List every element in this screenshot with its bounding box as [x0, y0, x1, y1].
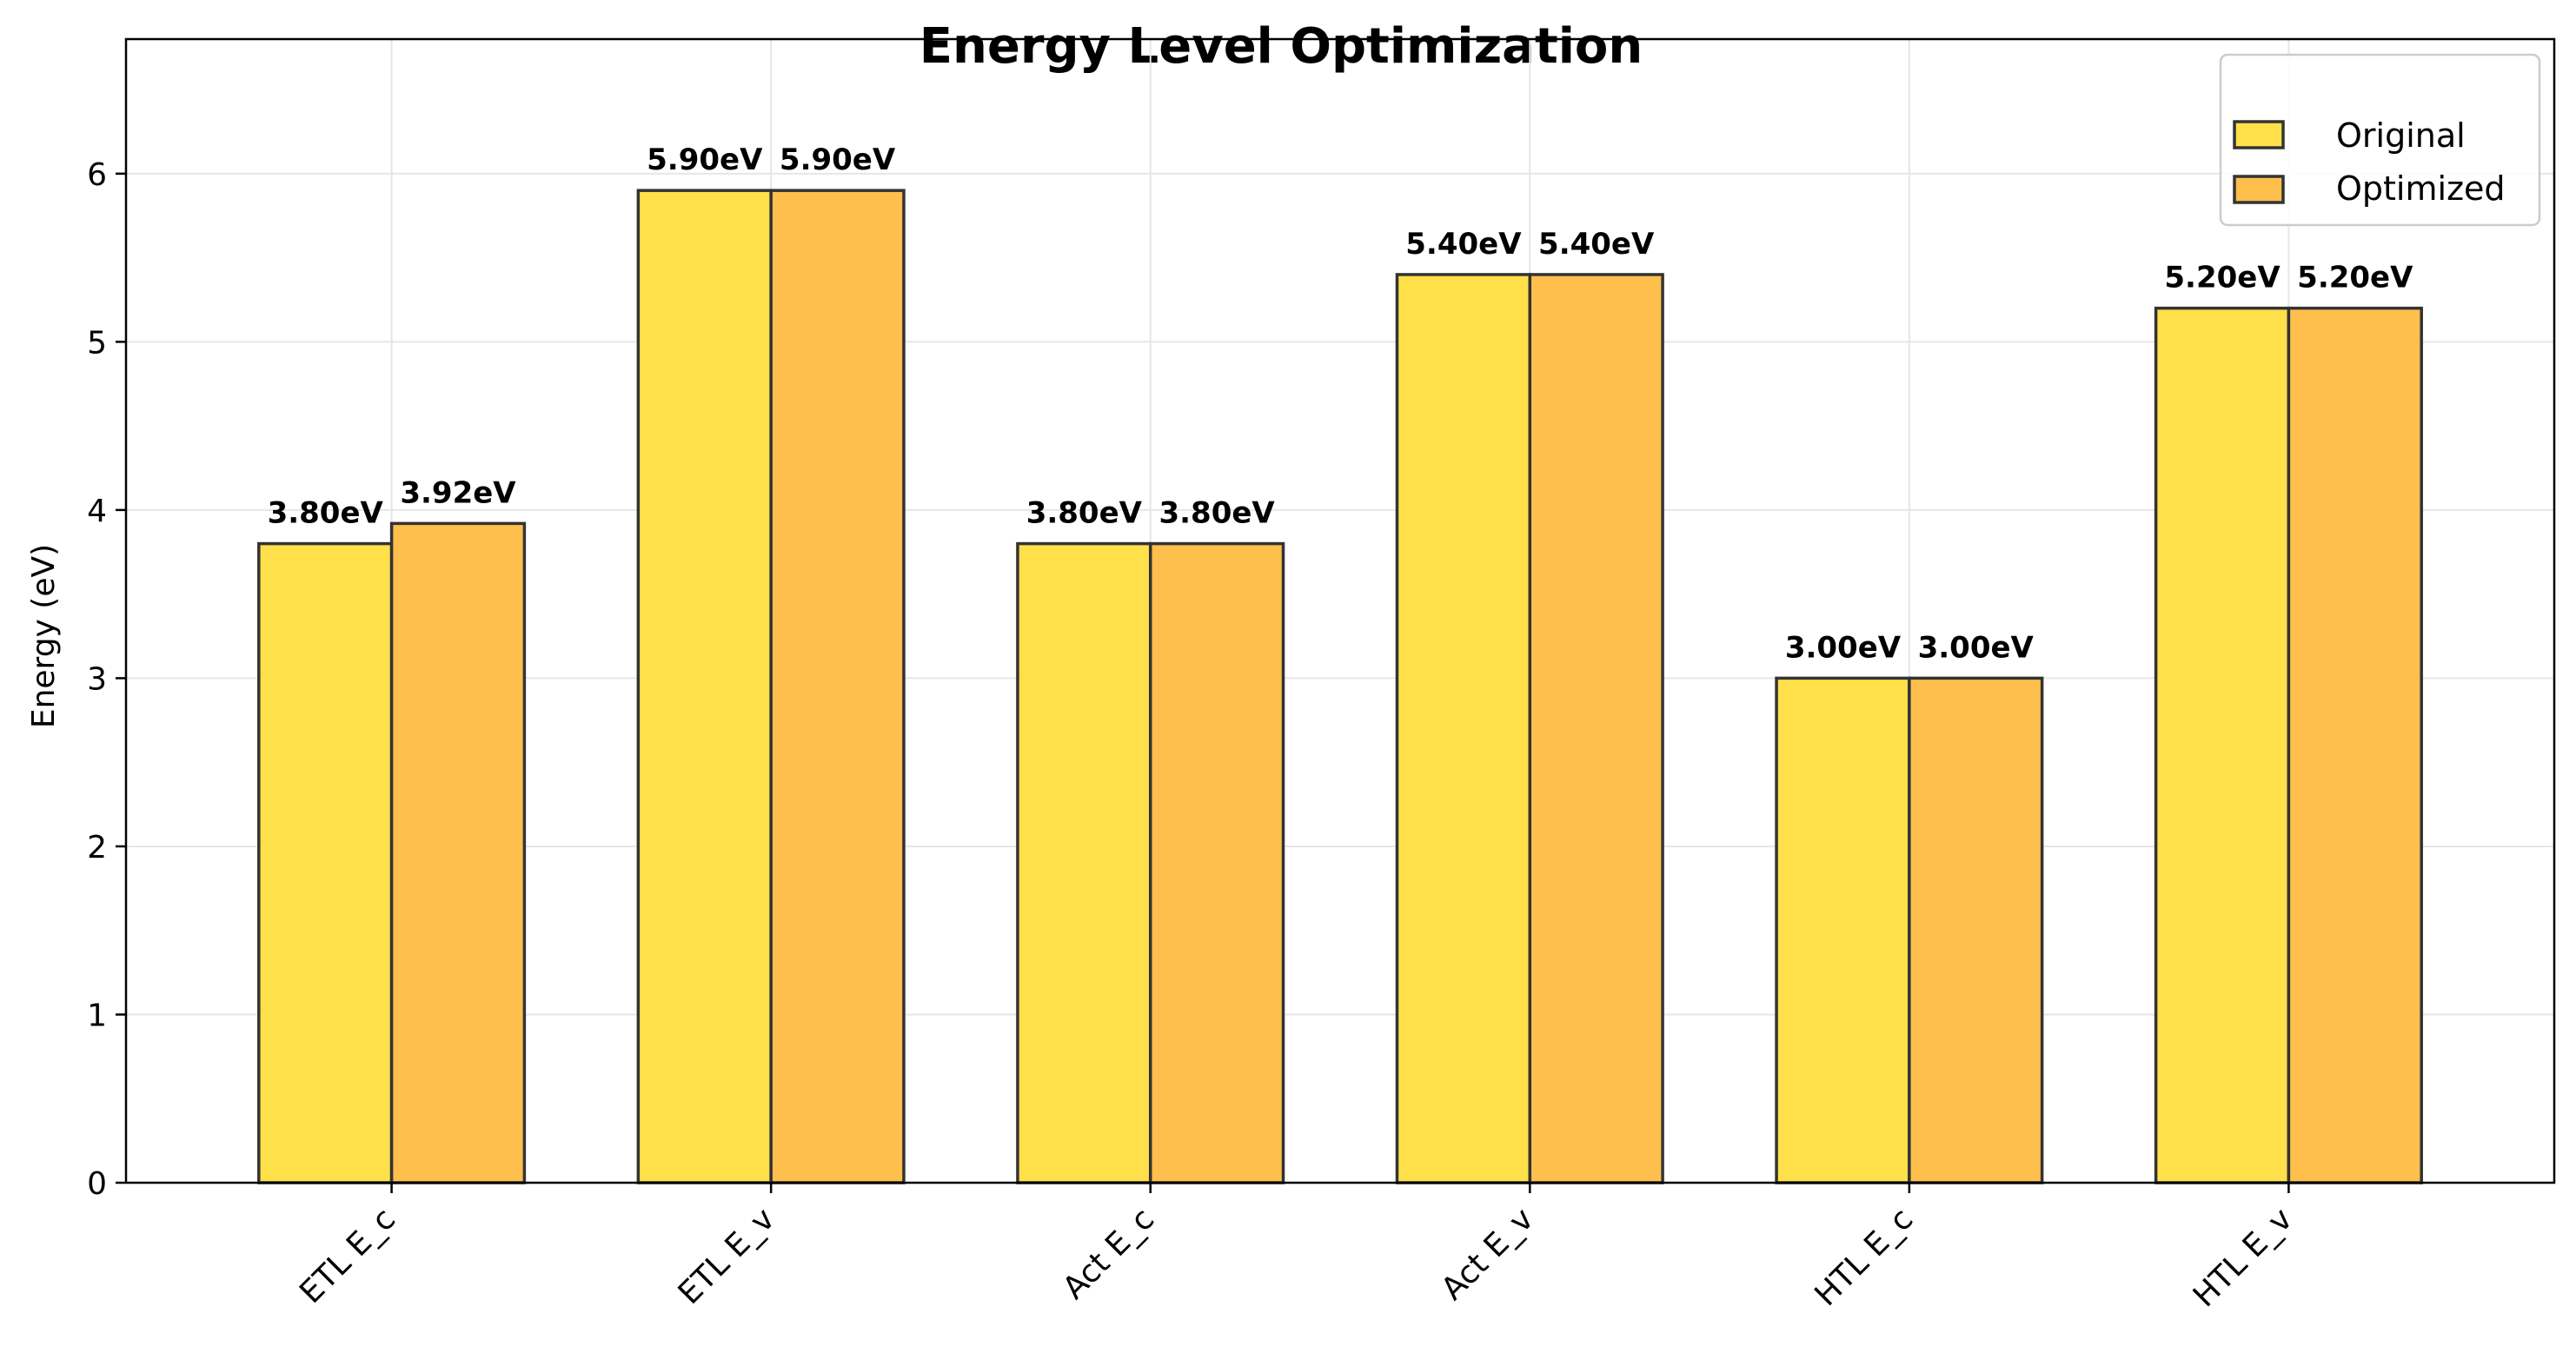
y-axis-label: Energy (eV)	[26, 544, 62, 728]
x-tick-label: HTL E_c	[1808, 1201, 1920, 1313]
y-tick-label: 3	[87, 661, 107, 697]
data-label-original-1: 5.90eV	[647, 143, 763, 177]
x-axis-ticks: ETL E_c ETL E_v Act E_c Act E_v HTL E_c HTL E…	[293, 1183, 2300, 1314]
bar-original-1	[636, 189, 773, 1184]
bar-original-2	[1016, 541, 1152, 1184]
data-label-original-2: 3.80eV	[1026, 496, 1143, 531]
legend-swatch-optimized	[2233, 175, 2285, 204]
bar-original-5	[2154, 306, 2291, 1184]
x-tick-label: Act E_v	[1435, 1201, 1541, 1307]
x-tick-label: ETL E_c	[293, 1201, 402, 1310]
bar-optimized-5	[2287, 306, 2423, 1184]
data-label-original-0: 3.80eV	[268, 496, 384, 531]
y-tick-label: 1	[87, 998, 107, 1033]
bar-original-4	[1775, 676, 1911, 1184]
y-tick-label: 4	[87, 494, 107, 529]
bar-optimized-2	[1148, 541, 1285, 1184]
legend-frame	[2219, 53, 2541, 227]
legend-label-optimized: Optimized	[2336, 169, 2506, 208]
y-tick-label: 2	[87, 830, 107, 866]
data-labels: 3.80eV 5.90eV 3.80eV 5.40eV 3.00eV 5.20eV 3.92…	[268, 143, 2414, 665]
chart-title: Energy Level Optimization	[920, 18, 1643, 75]
data-label-optimized-1: 5.90eV	[780, 143, 896, 177]
data-label-original-3: 5.40eV	[1405, 227, 1522, 262]
axes-frame	[124, 37, 2556, 1184]
x-tick-label: ETL E_v	[672, 1201, 782, 1311]
y-axis-ticks: 0 1 2 3 4 5 6	[87, 157, 126, 1202]
y-tick-label: 6	[87, 157, 107, 193]
data-label-optimized-0: 3.92eV	[400, 475, 516, 510]
bar-optimized-1	[769, 189, 906, 1184]
bar-optimized-0	[389, 521, 527, 1184]
x-tick-label: Act E_c	[1056, 1201, 1161, 1306]
bar-original-0	[257, 541, 394, 1184]
data-label-optimized-4: 3.00eV	[1918, 630, 2035, 665]
legend: Original Optimized	[2219, 53, 2541, 227]
legend-label-original: Original	[2336, 116, 2466, 155]
data-label-original-4: 3.00eV	[1785, 630, 1902, 665]
x-tick-label: HTL E_v	[2187, 1201, 2300, 1314]
data-label-optimized-5: 5.20eV	[2297, 261, 2413, 295]
bar-optimized-3	[1528, 273, 1664, 1184]
y-tick-label: 0	[87, 1166, 107, 1202]
data-label-original-5: 5.20eV	[2164, 261, 2281, 295]
data-label-optimized-2: 3.80eV	[1159, 496, 1275, 531]
bar-optimized-4	[1908, 676, 2044, 1184]
bar-original-3	[1395, 273, 1532, 1184]
y-tick-label: 5	[87, 325, 107, 361]
legend-swatch-original	[2233, 120, 2285, 149]
bars	[257, 189, 2423, 1184]
data-label-optimized-3: 5.40eV	[1538, 227, 1655, 262]
